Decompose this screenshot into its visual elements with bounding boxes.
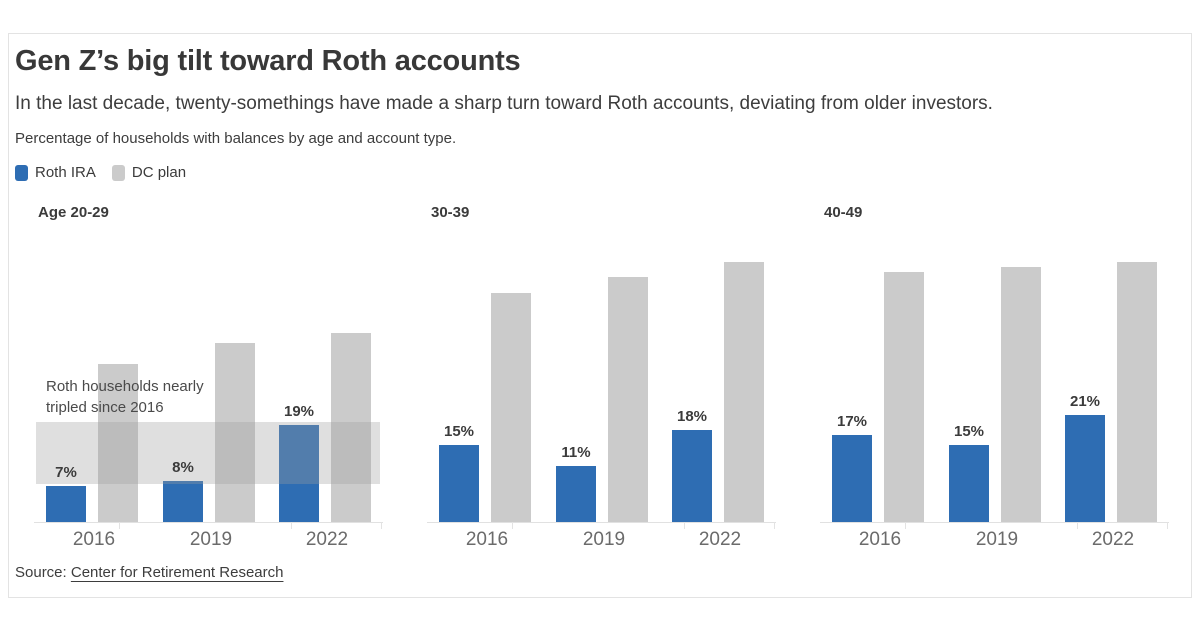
bar-dc-plan-2022 [331,333,371,522]
plot-area: 7% 8% 19% Roth households nearly tripled sin… [34,230,383,529]
chart-note: Percentage of households with balances b… [15,130,457,147]
chart-panel-age-20-29: Age 20-29 2016 2019 2022 7% 8% 19% Roth househo… [34,202,383,562]
chart-panels: Age 20-29 2016 2019 2022 7% 8% 19% Roth househo… [34,202,1169,562]
x-tick-label-2022: 2022 [1091,529,1135,550]
axis-tick [905,522,906,529]
bar-dc-plan-2016 [491,293,531,522]
bar-value-label-2019: 15% [953,423,985,440]
bar-value-label-2022: 19% [283,403,315,420]
x-tick-label-2022: 2022 [305,529,349,550]
chart-panel-40-49: 40-49 2016 2019 2022 17% 15% 21% [820,202,1169,562]
bar-roth-ira-2019 [949,445,989,522]
axis-tick [774,522,775,529]
legend-item-roth-ira: Roth IRA [15,164,96,181]
x-tick-label-2016: 2016 [465,529,509,550]
bar-dc-plan-2019 [608,277,648,522]
x-tick-label-2022: 2022 [698,529,742,550]
bar-value-label-2016: 15% [443,423,475,440]
axis-tick [381,522,382,529]
bar-value-label-2022: 18% [676,408,708,425]
bar-dc-plan-2022 [724,262,764,522]
x-tick-label-2019: 2019 [582,529,626,550]
legend-label: DC plan [131,164,187,181]
legend-label: Roth IRA [35,164,96,181]
chart-legend: Roth IRA DC plan [15,164,186,181]
bar-dc-plan-2022 [1117,262,1157,522]
bar-value-label-2016: 17% [836,413,868,430]
annotation-line: tripled since 2016 [46,399,164,416]
plot-area: 15% 11% 18% [427,230,776,529]
bar-roth-ira-2016 [46,486,86,522]
bar-value-label-2022: 21% [1069,393,1101,410]
source-link[interactable]: Center for Retirement Research [70,564,284,581]
chart-panel-30-39: 30-39 2016 2019 2022 15% 11% 18% [427,202,776,562]
bar-dc-plan-2016 [884,272,924,522]
bar-dc-plan-2019 [215,343,255,522]
chart-card: Gen Z’s big tilt toward Roth accounts In… [8,33,1192,598]
axis-tick [119,522,120,529]
x-tick-label-2016: 2016 [858,529,902,550]
legend-item-dc-plan: DC plan [111,164,187,181]
axis-tick [1077,522,1078,529]
x-tick-label-2019: 2019 [189,529,233,550]
bar-dc-plan-2016 [98,364,138,522]
axis-tick [291,522,292,529]
panel-title: 30-39 [431,204,470,221]
x-tick-label-2019: 2019 [975,529,1019,550]
page-title: Gen Z’s big tilt toward Roth accounts [15,45,521,77]
bar-roth-ira-2022 [279,425,319,522]
bar-roth-ira-2019 [556,466,596,522]
annotation-text: Roth households nearly tripled since 2016 [46,376,204,418]
axis-tick [1167,522,1168,529]
axis-tick [512,522,513,529]
x-tick-label-2016: 2016 [72,529,116,550]
axis-tick [684,522,685,529]
chart-subtitle: In the last decade, twenty-somethings ha… [15,93,993,114]
bar-roth-ira-2016 [832,435,872,522]
bar-roth-ira-2022 [672,430,712,522]
plot-area: 17% 15% 21% [820,230,1169,529]
bar-roth-ira-2019 [163,481,203,522]
annotation-line: Roth households nearly [46,378,204,395]
panel-title: 40-49 [824,204,863,221]
bar-roth-ira-2016 [439,445,479,522]
roth-ira-swatch-icon [15,164,28,181]
bar-value-label-2019: 8% [172,459,194,476]
panel-title: Age 20-29 [38,204,109,221]
bar-value-label-2019: 11% [561,444,591,461]
source-line: Source: Center for Retirement Research [15,564,283,581]
annotation-band [36,422,380,484]
source-prefix: Source: [15,564,71,581]
bar-roth-ira-2022 [1065,415,1105,522]
bar-dc-plan-2019 [1001,267,1041,522]
dc-plan-swatch-icon [111,164,125,181]
bar-value-label-2016: 7% [55,464,77,481]
